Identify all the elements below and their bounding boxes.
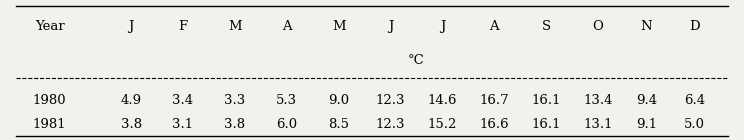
- Text: 6.4: 6.4: [684, 94, 705, 107]
- Text: 6.0: 6.0: [276, 118, 298, 131]
- Text: F: F: [179, 20, 187, 33]
- Text: 12.3: 12.3: [376, 94, 405, 107]
- Text: 1980: 1980: [33, 94, 66, 107]
- Text: N: N: [641, 20, 652, 33]
- Text: 13.4: 13.4: [583, 94, 613, 107]
- Text: 1981: 1981: [33, 118, 66, 131]
- Text: 9.1: 9.1: [635, 118, 657, 131]
- Text: M: M: [332, 20, 345, 33]
- Text: D: D: [689, 20, 700, 33]
- Text: 4.9: 4.9: [121, 94, 141, 107]
- Text: 3.1: 3.1: [173, 118, 193, 131]
- Text: A: A: [282, 20, 292, 33]
- Text: O: O: [593, 20, 603, 33]
- Text: 9.0: 9.0: [328, 94, 349, 107]
- Text: J: J: [129, 20, 134, 33]
- Text: 3.3: 3.3: [224, 94, 246, 107]
- Text: 12.3: 12.3: [376, 118, 405, 131]
- Text: 16.1: 16.1: [531, 94, 561, 107]
- Text: °C: °C: [408, 54, 425, 67]
- Text: 15.2: 15.2: [428, 118, 457, 131]
- Text: 5.0: 5.0: [684, 118, 705, 131]
- Text: Year: Year: [35, 20, 65, 33]
- Text: 3.8: 3.8: [121, 118, 141, 131]
- Text: J: J: [440, 20, 445, 33]
- Text: J: J: [388, 20, 394, 33]
- Text: 13.1: 13.1: [583, 118, 613, 131]
- Text: 3.4: 3.4: [173, 94, 193, 107]
- Text: 9.4: 9.4: [635, 94, 657, 107]
- Text: A: A: [490, 20, 499, 33]
- Text: 16.6: 16.6: [479, 118, 509, 131]
- Text: 14.6: 14.6: [428, 94, 457, 107]
- Text: 8.5: 8.5: [328, 118, 349, 131]
- Text: S: S: [542, 20, 551, 33]
- Text: M: M: [228, 20, 242, 33]
- Text: 16.1: 16.1: [531, 118, 561, 131]
- Text: 3.8: 3.8: [224, 118, 246, 131]
- Text: 16.7: 16.7: [479, 94, 509, 107]
- Text: 5.3: 5.3: [276, 94, 298, 107]
